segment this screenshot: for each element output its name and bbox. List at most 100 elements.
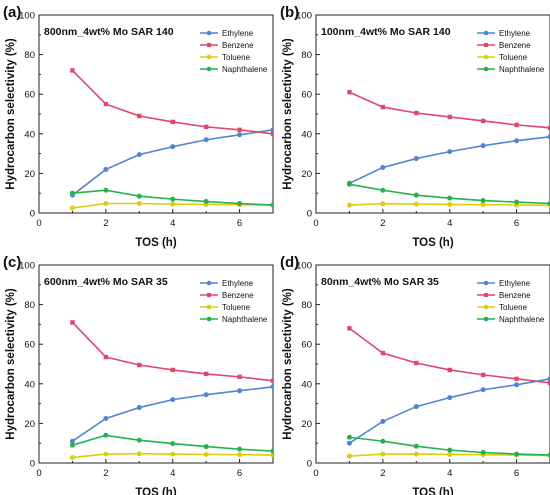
panel-label: (d) xyxy=(280,254,299,271)
data-point-naphthalene xyxy=(237,446,243,452)
series-line-ethylene xyxy=(71,385,273,442)
legend-item-ethylene: Ethylene xyxy=(477,279,531,288)
data-point-toluene xyxy=(346,453,352,459)
data-point-naphthalene xyxy=(203,199,209,205)
y-axis-title: Hydrocarbon selectivity (%) xyxy=(5,38,17,190)
legend-item-naphthalene: Naphthalene xyxy=(200,315,268,324)
x-axis-title: TOS (h) xyxy=(412,487,453,495)
plot-area xyxy=(346,326,550,459)
legend-label-naphthalene: Naphthalene xyxy=(499,65,545,74)
legend-item-toluene: Toluene xyxy=(477,303,528,312)
legend-item-benzene: Benzene xyxy=(477,41,531,50)
data-point-naphthalene xyxy=(170,441,176,447)
legend-label-benzene: Benzene xyxy=(499,291,531,300)
x-tick-label: 2 xyxy=(103,468,108,479)
data-point-ethylene xyxy=(413,404,419,410)
series-line-benzene xyxy=(348,327,550,384)
data-point-ethylene xyxy=(103,166,109,172)
legend-item-benzene: Benzene xyxy=(200,41,254,50)
data-point-benzene xyxy=(237,127,242,133)
y-tick-label: 100 xyxy=(296,11,312,22)
x-tick-label: 0 xyxy=(313,468,318,479)
legend-marker-ethylene xyxy=(483,30,489,36)
data-point-ethylene xyxy=(380,164,386,170)
panel-label: (c) xyxy=(3,254,21,271)
plot-area xyxy=(69,320,273,460)
y-tick-label: 80 xyxy=(301,300,312,311)
data-point-naphthalene xyxy=(380,438,386,444)
data-point-toluene xyxy=(69,205,75,211)
data-point-toluene xyxy=(480,202,486,208)
data-point-benzene xyxy=(347,90,352,95)
data-point-toluene xyxy=(270,452,273,458)
y-tick-label: 100 xyxy=(19,11,35,22)
data-point-naphthalene xyxy=(447,195,453,201)
chart-panel-2: 0 20 40 60 80 100 0 2 4 6 TOS (h) Hydrocarbon selec… xyxy=(280,4,550,249)
chart-title: 80nm_4wt% Mo SAR 35 xyxy=(321,276,439,288)
x-tick-label: 0 xyxy=(36,218,41,229)
legend-label-toluene: Toluene xyxy=(222,303,251,312)
legend-label-ethylene: Ethylene xyxy=(222,29,254,38)
legend-item-benzene: Benzene xyxy=(200,291,254,300)
y-tick-label: 80 xyxy=(301,50,312,61)
y-tick-label: 20 xyxy=(24,169,35,180)
y-axis-title: Hydrocarbon selectivity (%) xyxy=(282,38,294,190)
x-tick-label: 4 xyxy=(447,468,452,479)
y-tick-label: 20 xyxy=(301,419,312,430)
data-point-toluene xyxy=(447,201,453,207)
legend-marker-benzene xyxy=(484,293,488,297)
legend-label-toluene: Toluene xyxy=(222,53,251,62)
legend-item-naphthalene: Naphthalene xyxy=(477,315,545,324)
y-tick-label: 100 xyxy=(19,261,35,272)
y-tick-label: 0 xyxy=(307,209,312,220)
data-point-benzene xyxy=(270,378,273,384)
data-point-ethylene xyxy=(547,134,550,140)
y-tick-label: 80 xyxy=(24,50,35,61)
data-point-ethylene xyxy=(413,156,419,162)
y-tick-label: 40 xyxy=(24,379,35,390)
data-point-naphthalene xyxy=(480,198,486,204)
chart-title: 600nm_4wt% Mo SAR 35 xyxy=(44,276,168,288)
x-axis-title: TOS (h) xyxy=(412,237,453,249)
legend-marker-naphthalene xyxy=(206,66,212,72)
y-tick-label: 60 xyxy=(301,90,312,101)
legend-marker-ethylene xyxy=(206,280,212,286)
x-tick-label: 2 xyxy=(103,218,108,229)
data-point-naphthalene xyxy=(203,444,209,450)
y-tick-label: 20 xyxy=(24,419,35,430)
data-point-ethylene xyxy=(346,440,352,446)
legend-marker-benzene xyxy=(484,43,488,47)
data-point-benzene xyxy=(447,114,452,120)
data-point-naphthalene xyxy=(514,451,520,457)
data-point-benzene xyxy=(514,122,519,128)
legend-marker-ethylene xyxy=(206,30,212,36)
data-point-benzene xyxy=(347,326,352,331)
data-point-naphthalene xyxy=(413,192,419,198)
data-point-ethylene xyxy=(136,152,142,158)
data-point-naphthalene xyxy=(237,200,243,206)
x-tick-label: 2 xyxy=(380,468,385,479)
data-point-benzene xyxy=(170,367,175,373)
data-point-toluene xyxy=(380,451,386,457)
data-point-toluene xyxy=(103,200,109,206)
data-point-benzene xyxy=(480,118,486,124)
y-tick-label: 60 xyxy=(301,340,312,351)
data-point-naphthalene xyxy=(380,187,386,193)
legend-marker-naphthalene xyxy=(483,66,489,72)
legend-marker-ethylene xyxy=(483,280,489,286)
legend-label-benzene: Benzene xyxy=(222,291,254,300)
data-point-naphthalene xyxy=(514,199,520,205)
data-point-benzene xyxy=(103,354,109,360)
data-point-ethylene xyxy=(203,392,209,398)
series-line-ethylene xyxy=(349,135,550,185)
data-point-benzene xyxy=(103,101,109,107)
data-point-naphthalene xyxy=(136,437,142,443)
data-point-benzene xyxy=(270,131,273,136)
data-point-ethylene xyxy=(270,384,273,390)
x-axis-title: TOS (h) xyxy=(135,487,176,495)
data-point-benzene xyxy=(514,376,519,382)
data-point-benzene xyxy=(137,113,142,119)
x-tick-label: 4 xyxy=(447,218,452,229)
x-tick-label: 6 xyxy=(237,468,242,479)
